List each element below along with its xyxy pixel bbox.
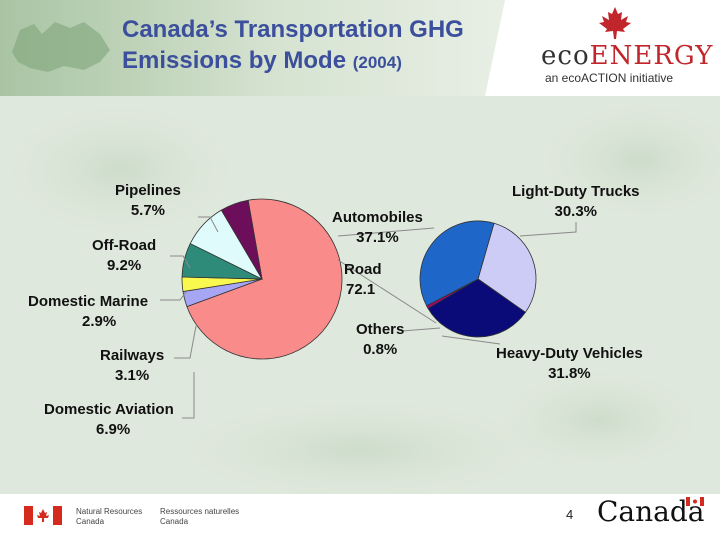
page-number: 4	[566, 507, 574, 522]
nrcan-english: Natural Resources Canada	[76, 507, 143, 526]
title-line-1: Canada’s Transportation GHG	[122, 16, 464, 43]
slice-heavy-duty-vehicles	[427, 278, 527, 338]
title-year: (2004)	[352, 53, 402, 72]
leader-lines	[160, 216, 577, 419]
logo-eco: eco	[541, 41, 590, 71]
label-pipelines: Pipelines 5.7%	[115, 182, 181, 219]
slice-road	[186, 198, 343, 360]
label-heavy-duty-vehicles: Heavy-Duty Vehicles 31.8%	[496, 345, 643, 382]
wordmark-flag-icon	[686, 497, 704, 506]
label-others: Others 0.8%	[356, 321, 405, 358]
slice-pipelines	[220, 199, 263, 280]
canada-flag-icon	[24, 506, 62, 525]
label-off-road: Off-Road 9.2%	[92, 237, 157, 274]
label-light-duty-trucks: Light-Duty Trucks 30.3%	[512, 183, 640, 220]
ecoenergy-logo: ecoENERGY	[541, 41, 713, 71]
slice-light-duty-trucks	[477, 222, 537, 313]
logo-tagline: an ecoACTION initiative	[545, 71, 674, 85]
canada-map-graphic	[12, 22, 110, 72]
label-domestic-aviation: Domestic Aviation 6.9%	[44, 401, 174, 438]
maple-leaf-icon	[599, 7, 631, 39]
label-domestic-marine: Domestic Marine 2.9%	[28, 293, 149, 330]
slide-title: Canada’s Transportation GHG Emissions by…	[122, 14, 464, 78]
slice-automobiles	[419, 220, 495, 307]
logo-energy: ENERGY	[589, 41, 714, 71]
nrcan-french: Ressources naturelles Canada	[160, 507, 240, 526]
label-railways: Railways 3.1%	[100, 347, 165, 384]
label-road: Road 72.1	[344, 261, 382, 298]
pie-by-mode	[181, 198, 343, 360]
label-automobiles: Automobiles 37.1%	[332, 209, 423, 246]
pie-road-breakdown	[419, 220, 537, 338]
footer-bar	[0, 494, 720, 540]
title-line-2: Emissions by Mode	[122, 47, 347, 74]
